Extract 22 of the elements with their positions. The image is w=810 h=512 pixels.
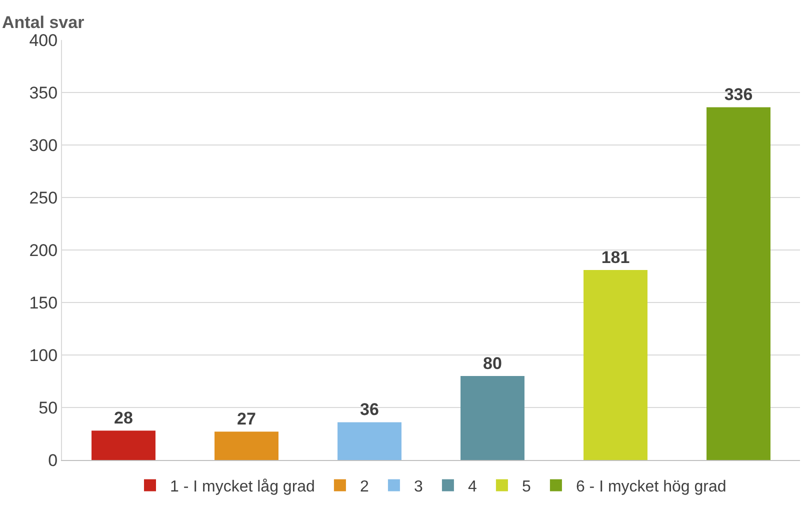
y-tick-label: 350 — [29, 83, 58, 102]
y-tick-label: 100 — [29, 346, 58, 365]
legend-label: 3 — [414, 478, 423, 496]
data-label: 28 — [114, 408, 133, 428]
data-label: 181 — [601, 248, 630, 267]
legend-label: 2 — [360, 478, 369, 496]
y-tick-label: 0 — [48, 450, 58, 470]
y-tick-label: 250 — [29, 188, 58, 208]
y-tick-label: 150 — [29, 293, 58, 312]
y-tick-label: 300 — [29, 136, 58, 155]
legend-label: 5 — [522, 478, 531, 496]
y-tick-label: 400 — [29, 30, 58, 50]
legend-label: 1 - I mycket låg grad — [170, 478, 315, 496]
y-tick-label: 200 — [29, 240, 58, 260]
data-label: 27 — [237, 410, 256, 429]
data-label: 336 — [724, 85, 753, 104]
data-label: 36 — [360, 400, 379, 420]
y-axis-title: Antal svar — [2, 13, 85, 32]
legend-label: 4 — [468, 478, 477, 496]
legend-label: 6 - I mycket hög grad — [576, 478, 726, 496]
y-tick-label: 50 — [38, 398, 58, 418]
data-label: 80 — [483, 354, 502, 373]
